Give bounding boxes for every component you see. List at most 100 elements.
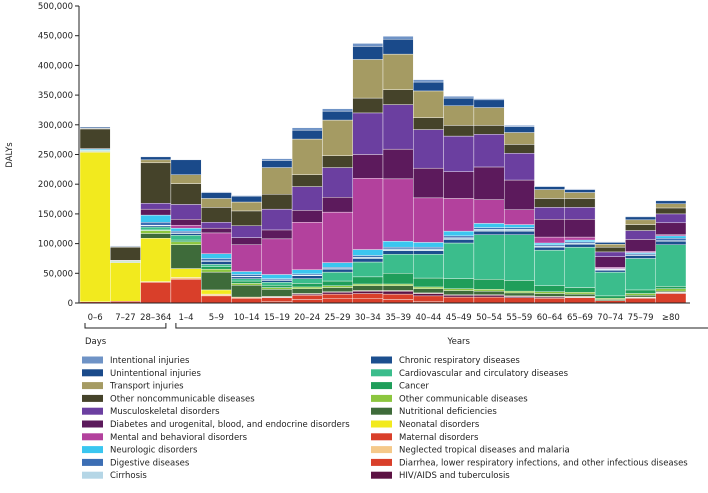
bar-segment [261, 229, 293, 240]
bar-segment [655, 203, 687, 209]
legend-label: Diabetes and urogenital, blood, and endo… [110, 420, 350, 430]
group-bracket [84, 323, 167, 329]
legend-swatch [371, 356, 392, 364]
bar-segment [261, 208, 293, 231]
bar-segment [625, 216, 656, 218]
bar-segment [382, 148, 414, 180]
bar-segment [413, 250, 444, 255]
bar-segment [655, 200, 687, 205]
legend-swatch [82, 356, 103, 364]
bar-segment [564, 236, 596, 241]
bar-segment [231, 210, 262, 226]
bar-segment [140, 156, 172, 161]
legend-swatch [371, 382, 392, 390]
legend-label: HIV/AIDS and tuberculosis [399, 471, 510, 481]
bar-segment [504, 229, 535, 232]
bar-segment [625, 298, 656, 304]
bar-segment [473, 295, 505, 298]
bar-segment [443, 125, 475, 137]
bar-segment [382, 299, 414, 304]
bar-segment [200, 264, 232, 267]
bar-segment [352, 258, 384, 263]
bar-segment [261, 297, 293, 303]
bar-segment [564, 293, 596, 297]
bar-segment [140, 208, 172, 216]
bar-segment [655, 286, 687, 289]
bar-segment [382, 36, 414, 40]
bar-segment [504, 126, 535, 133]
bar-segment [443, 171, 475, 199]
legend-item: Nutritional deficiencies [371, 407, 497, 417]
legend-label: Diarrhea, lower respiratory infections, … [399, 458, 688, 468]
bar-segment [352, 59, 384, 99]
bar-segment [382, 248, 414, 251]
bar-segment [655, 207, 687, 215]
bar-segment [413, 277, 444, 288]
bar-segment [291, 138, 323, 175]
x-tick-label: 7–27 [115, 313, 135, 323]
legend: Intentional injuries Unintentional injuri… [82, 356, 688, 481]
bar-segment [200, 266, 232, 270]
bar-segment [382, 250, 414, 255]
bar-segment [594, 256, 626, 268]
bar-segment [473, 230, 505, 235]
bar-segment [473, 134, 505, 168]
bar-segment [504, 290, 535, 294]
bar-segment [443, 288, 475, 291]
legend-label: Neonatal disorders [399, 420, 480, 430]
bar-segment [473, 125, 505, 135]
legend-item: Transport injuries [82, 382, 184, 392]
legend-label: Musculoskeletal disorders [110, 407, 220, 417]
bar-segment [291, 283, 323, 288]
bar-stack [382, 36, 414, 304]
bar-segment [231, 274, 262, 277]
bar-segment [200, 227, 232, 234]
x-tick-label: 0–6 [88, 313, 103, 323]
bar-segment [231, 280, 262, 284]
bar-segment [79, 128, 111, 149]
bar-segment [534, 249, 565, 286]
bar-segment [231, 271, 262, 275]
bar-segment [443, 230, 475, 237]
bar-segment [200, 232, 232, 254]
bar-segment [655, 238, 687, 241]
bar-stack [140, 156, 172, 304]
bar-segment [200, 207, 232, 223]
legend-item: Diarrhea, lower respiratory infections, … [371, 458, 688, 468]
bar-segment [413, 288, 444, 294]
bar-segment [352, 293, 384, 299]
bar-segment [413, 254, 444, 279]
x-tick-label: 65–69 [567, 313, 593, 323]
bar-segment [261, 160, 293, 168]
legend-label: Maternal disorders [399, 433, 479, 443]
bar-segment [564, 198, 596, 208]
bar-segment [170, 159, 202, 175]
bar-segment [140, 203, 172, 210]
bar-segment [231, 298, 262, 304]
bar-segment [322, 293, 353, 299]
bar-segment [443, 96, 475, 99]
legend-swatch [82, 420, 103, 428]
bar-segment [170, 268, 202, 278]
bar-segment [594, 241, 626, 243]
bar-segment [231, 283, 262, 286]
x-tick-label: 15–19 [264, 313, 290, 323]
bar-segment [170, 244, 202, 269]
bar-stack [291, 127, 323, 304]
bar-segment [534, 246, 565, 251]
x-tick-label: 1–4 [179, 313, 194, 323]
bar-segment [443, 278, 475, 289]
bar-segment [473, 234, 505, 280]
bar-segment [322, 167, 353, 198]
bar-segment [594, 295, 626, 299]
bar-segment [382, 104, 414, 150]
bar-stack [534, 185, 565, 304]
bar-segment [413, 197, 444, 243]
bar-segment [534, 219, 565, 238]
bar-segment [443, 135, 475, 172]
bar-segment [504, 230, 535, 235]
x-tick-label: 30–34 [355, 313, 381, 323]
bar-segment [110, 245, 141, 247]
bar-segment [140, 162, 172, 204]
bar-segment [534, 298, 565, 304]
